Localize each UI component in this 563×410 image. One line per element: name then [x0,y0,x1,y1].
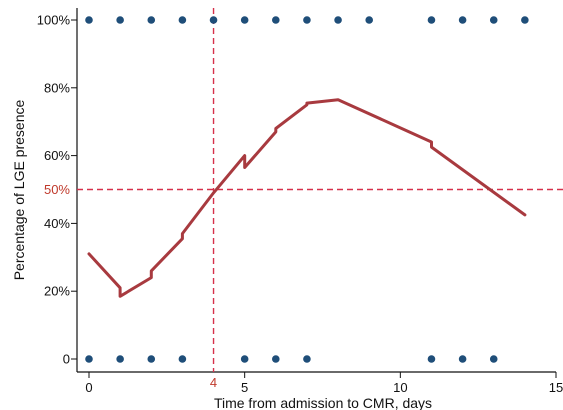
series-layer [87,98,527,298]
observation-dot-absent [147,355,156,363]
observation-dot-present [178,16,187,24]
x-tick-label: 10 [393,380,407,395]
observation-dot-present [458,16,467,24]
y-tick-label: 60% [44,148,70,163]
observation-dot-absent [178,355,187,363]
x-tick-label: 15 [549,380,563,395]
observation-dot-present [365,16,374,24]
reference-lines: 50% 4 [44,8,563,390]
observation-dot-present [272,16,280,24]
observation-dot-absent [272,355,280,363]
x-axis-ticks: 0 5 10 15 [85,372,563,395]
observation-dot-absent [427,355,436,363]
y-tick-label: 40% [44,216,70,231]
observation-dot-present [521,16,529,24]
observation-dot-absent [116,355,124,363]
y-tick-label: 20% [44,284,70,299]
x-reference-label: 4 [210,375,217,390]
y-axis-ticks: 0 20% 40% 60% 80% 100% [37,13,77,367]
observation-dot-absent [489,355,498,363]
y-reference-label: 50% [44,182,70,197]
observation-dot-present [209,16,218,24]
observation-dot-absent [303,355,311,363]
observation-dot-present [85,16,93,24]
observation-dot-present [116,16,124,24]
observation-dot-present [147,16,156,24]
observation-dot-present [334,16,342,24]
observation-dot-absent [85,355,93,363]
y-tick-label: 80% [44,80,70,95]
observation-dot-present [489,16,498,24]
series-line [87,98,527,298]
observation-dot-present [303,16,311,24]
observation-dot-present [427,16,436,24]
observation-dots [85,16,529,363]
observation-dot-absent [458,355,467,363]
y-tick-label: 0 [63,352,70,367]
y-axis-title: Percentage of LGE presence [11,100,27,281]
y-tick-label: 100% [37,13,71,28]
x-tick-label: 0 [85,380,92,395]
x-axis-title: Time from admission to CMR, days [214,395,432,410]
observation-dot-absent [240,355,249,363]
x-tick-label: 5 [241,380,248,395]
observation-dot-present [240,16,249,24]
